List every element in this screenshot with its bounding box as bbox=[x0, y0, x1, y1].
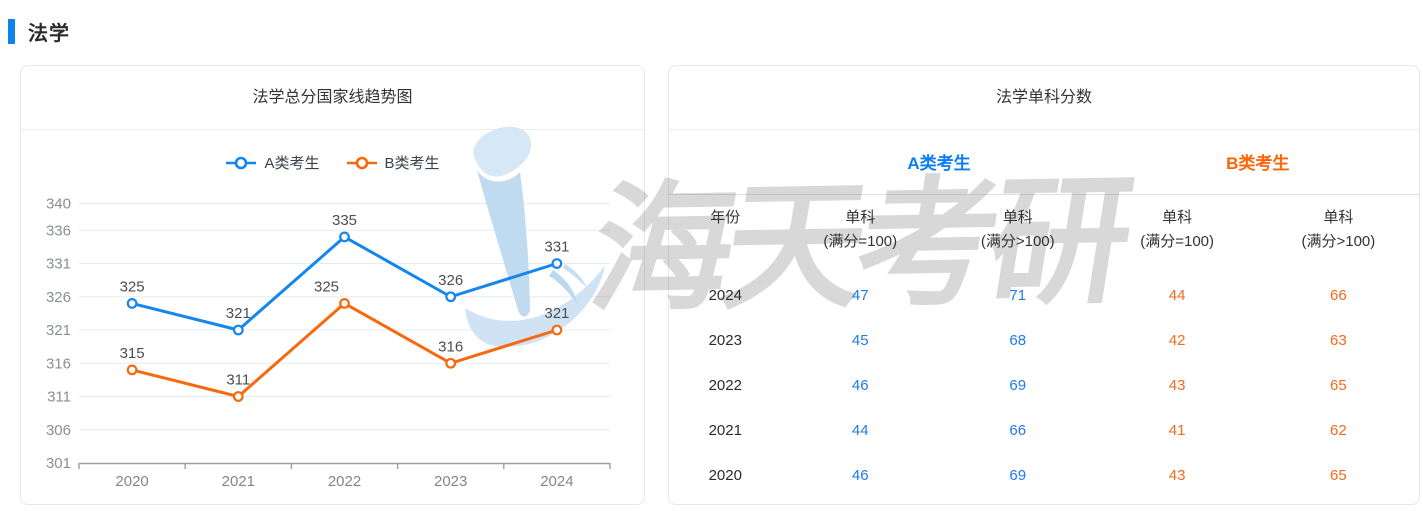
svg-text:321: 321 bbox=[544, 305, 569, 322]
score-cell: 41 bbox=[1168, 421, 1186, 439]
table-title-divider bbox=[669, 129, 1419, 130]
col-header-b2: 单科 (满分>100) bbox=[1301, 208, 1376, 250]
col-header-b1: 单科 (满分=100) bbox=[1140, 208, 1215, 250]
table-row: 2020 46 69 43 65 bbox=[669, 453, 1419, 498]
svg-text:311: 311 bbox=[226, 372, 250, 389]
table-title: 法学单科分数 bbox=[995, 89, 1092, 106]
svg-text:321: 321 bbox=[226, 305, 251, 322]
scores-table: A类考生 B类考生 年份 单科 (满分=100) 单科 (满分>100) 单科 (满分… bbox=[669, 130, 1419, 498]
col-header-a2: 单科 (满分>100) bbox=[980, 208, 1055, 250]
svg-text:321: 321 bbox=[46, 322, 71, 339]
col-header-a1: 单科 (满分=100) bbox=[823, 208, 898, 250]
col-header-year: 年份 bbox=[710, 208, 741, 226]
score-cell: 63 bbox=[1330, 331, 1347, 349]
score-cell: 66 bbox=[1009, 421, 1027, 439]
svg-text:331: 331 bbox=[46, 256, 71, 273]
svg-text:340: 340 bbox=[46, 196, 71, 213]
score-cell: 69 bbox=[1009, 466, 1027, 484]
score-cell: 66 bbox=[1330, 286, 1347, 304]
svg-text:335: 335 bbox=[332, 212, 357, 229]
accent-bar bbox=[8, 19, 15, 44]
line-marker-a-icon bbox=[226, 156, 257, 169]
section-header: 法学 bbox=[8, 17, 70, 46]
table-row: 2022 46 69 43 65 bbox=[669, 363, 1419, 408]
svg-text:2024: 2024 bbox=[540, 473, 573, 490]
legend-item-a[interactable]: A类考生 bbox=[225, 152, 320, 173]
svg-text:2022: 2022 bbox=[328, 473, 361, 490]
section-title: 法学 bbox=[28, 23, 70, 45]
chart-title: 法学总分国家线趋势图 bbox=[252, 89, 413, 106]
candidate-group-header-row: A类考生 B类考生 bbox=[669, 130, 1419, 195]
svg-text:325: 325 bbox=[120, 278, 145, 295]
score-cell: 68 bbox=[1009, 331, 1027, 349]
table-row: 2021 44 66 41 62 bbox=[669, 408, 1419, 453]
svg-text:316: 316 bbox=[438, 338, 463, 355]
svg-text:306: 306 bbox=[46, 422, 71, 439]
svg-text:2023: 2023 bbox=[434, 473, 467, 490]
trend-chart-card: 法学总分国家线趋势图 A类考生 B类考生 301 306 311 316 321 326 3… bbox=[20, 65, 645, 505]
chart-title-divider bbox=[21, 129, 644, 130]
score-cell: 69 bbox=[1009, 376, 1027, 394]
score-cell: 47 bbox=[851, 286, 869, 304]
trend-line-chart: 325 321 335 326 331 315 311 325 316 321 bbox=[120, 212, 569, 402]
svg-text:316: 316 bbox=[46, 355, 71, 372]
score-cell: 65 bbox=[1330, 466, 1347, 484]
year-cell: 2020 bbox=[708, 466, 742, 484]
group-header-a: A类考生 bbox=[781, 130, 1097, 195]
legend-label-b: B类考生 bbox=[384, 155, 440, 172]
score-cell: 62 bbox=[1330, 421, 1347, 439]
chart-legend: A类考生 B类考生 bbox=[21, 152, 644, 173]
year-cell: 2023 bbox=[708, 331, 742, 349]
svg-text:315: 315 bbox=[120, 345, 145, 362]
group-header-spacer bbox=[669, 130, 782, 195]
scores-table-card: 法学单科分数 A类考生 B类考生 年份 单科 (满分=100) bbox=[668, 65, 1420, 505]
legend-label-a: A类考生 bbox=[264, 155, 320, 172]
score-cell: 65 bbox=[1330, 376, 1347, 394]
svg-text:326: 326 bbox=[438, 272, 463, 289]
year-cell: 2022 bbox=[708, 376, 742, 394]
score-cell: 44 bbox=[1168, 286, 1186, 304]
score-cell: 44 bbox=[851, 421, 869, 439]
svg-text:336: 336 bbox=[46, 222, 71, 239]
score-cell: 71 bbox=[1009, 286, 1027, 304]
svg-text:311: 311 bbox=[47, 389, 71, 406]
score-cell: 45 bbox=[851, 331, 869, 349]
table-row: 2024 47 71 44 66 bbox=[669, 273, 1419, 318]
svg-text:301: 301 bbox=[46, 455, 71, 472]
svg-text:2021: 2021 bbox=[222, 473, 255, 490]
score-cell: 43 bbox=[1168, 376, 1186, 394]
table-row: 2023 45 68 42 63 bbox=[669, 318, 1419, 363]
score-cell: 42 bbox=[1168, 331, 1186, 349]
year-cell: 2021 bbox=[708, 421, 742, 439]
line-marker-b-icon bbox=[346, 156, 377, 169]
svg-text:2020: 2020 bbox=[115, 473, 148, 490]
year-cell: 2024 bbox=[708, 286, 742, 304]
svg-text:331: 331 bbox=[544, 239, 569, 256]
score-cell: 43 bbox=[1168, 466, 1186, 484]
svg-text:326: 326 bbox=[46, 289, 71, 306]
score-cell: 46 bbox=[851, 376, 869, 394]
group-header-b: B类考生 bbox=[1096, 130, 1419, 195]
legend-item-b[interactable]: B类考生 bbox=[346, 152, 440, 173]
score-cell: 46 bbox=[851, 466, 869, 484]
column-header-row: 年份 单科 (满分=100) 单科 (满分>100) 单科 (满分=100) 单科 (满… bbox=[669, 194, 1419, 273]
svg-text:325: 325 bbox=[314, 278, 339, 295]
